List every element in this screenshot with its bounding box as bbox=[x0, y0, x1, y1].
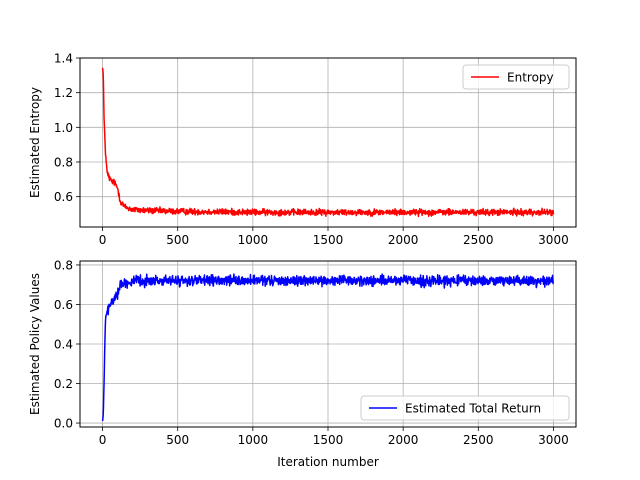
x-tick-label: 1500 bbox=[313, 433, 344, 447]
x-tick-label: 3000 bbox=[538, 233, 569, 247]
entropy-subplot: 0 500 1000 1500 2000 2500 3000 0.6 0.8 1.0 1.2 1.4… bbox=[28, 52, 577, 247]
y-tick-label: 0.8 bbox=[54, 258, 73, 272]
y-tick-label: 0.6 bbox=[54, 298, 73, 312]
y-tick-label: 0.4 bbox=[54, 338, 73, 352]
y-tick-label: 1.0 bbox=[54, 121, 73, 135]
policy-value-legend-label: Estimated Total Return bbox=[405, 402, 541, 416]
x-tick-label: 500 bbox=[166, 433, 189, 447]
policy-value-x-axis-label: Iteration number bbox=[277, 455, 379, 469]
x-tick-label: 0 bbox=[99, 233, 107, 247]
entropy-legend: Entropy bbox=[462, 64, 570, 90]
x-tick-label: 2000 bbox=[388, 233, 419, 247]
x-tick-label: 2000 bbox=[388, 433, 419, 447]
entropy-legend-label: Entropy bbox=[507, 71, 554, 85]
series-line bbox=[101, 273, 554, 422]
y-tick-label: 0.6 bbox=[54, 190, 73, 204]
x-tick-label: 1500 bbox=[313, 233, 344, 247]
entropy-legend-box bbox=[462, 64, 570, 90]
entropy-y-ticks: 0.6 0.8 1.0 1.2 1.4 bbox=[54, 52, 80, 204]
x-tick-label: 500 bbox=[166, 233, 189, 247]
x-tick-label: 1000 bbox=[238, 433, 269, 447]
entropy-x-ticks: 0 500 1000 1500 2000 2500 3000 bbox=[99, 227, 569, 247]
x-tick-label: 2500 bbox=[463, 433, 494, 447]
y-tick-label: 0.2 bbox=[54, 377, 73, 391]
policy-value-subplot: 0 500 1000 1500 2000 2500 3000 0.0 0.2 0.4 0.6 0.8… bbox=[28, 258, 577, 469]
y-tick-label: 1.2 bbox=[54, 86, 73, 100]
y-tick-label: 0.0 bbox=[54, 417, 73, 431]
policy-value-x-ticks: 0 500 1000 1500 2000 2500 3000 bbox=[99, 427, 569, 447]
series-line bbox=[101, 67, 555, 218]
policy-value-plot-area bbox=[101, 273, 554, 422]
entropy-plot-area bbox=[101, 67, 555, 218]
x-tick-label: 3000 bbox=[538, 433, 569, 447]
policy-value-y-ticks: 0.0 0.2 0.4 0.6 0.8 bbox=[54, 258, 80, 431]
x-tick-label: 0 bbox=[99, 433, 107, 447]
policy-value-legend-box bbox=[360, 395, 570, 421]
policy-value-y-axis-label: Estimated Policy Values bbox=[28, 273, 42, 415]
y-tick-label: 1.4 bbox=[54, 52, 73, 66]
x-tick-label: 2500 bbox=[463, 233, 494, 247]
x-tick-label: 1000 bbox=[238, 233, 269, 247]
policy-value-legend: Estimated Total Return bbox=[360, 395, 570, 421]
y-tick-label: 0.8 bbox=[54, 156, 73, 170]
entropy-y-axis-label: Estimated Entropy bbox=[28, 87, 42, 198]
